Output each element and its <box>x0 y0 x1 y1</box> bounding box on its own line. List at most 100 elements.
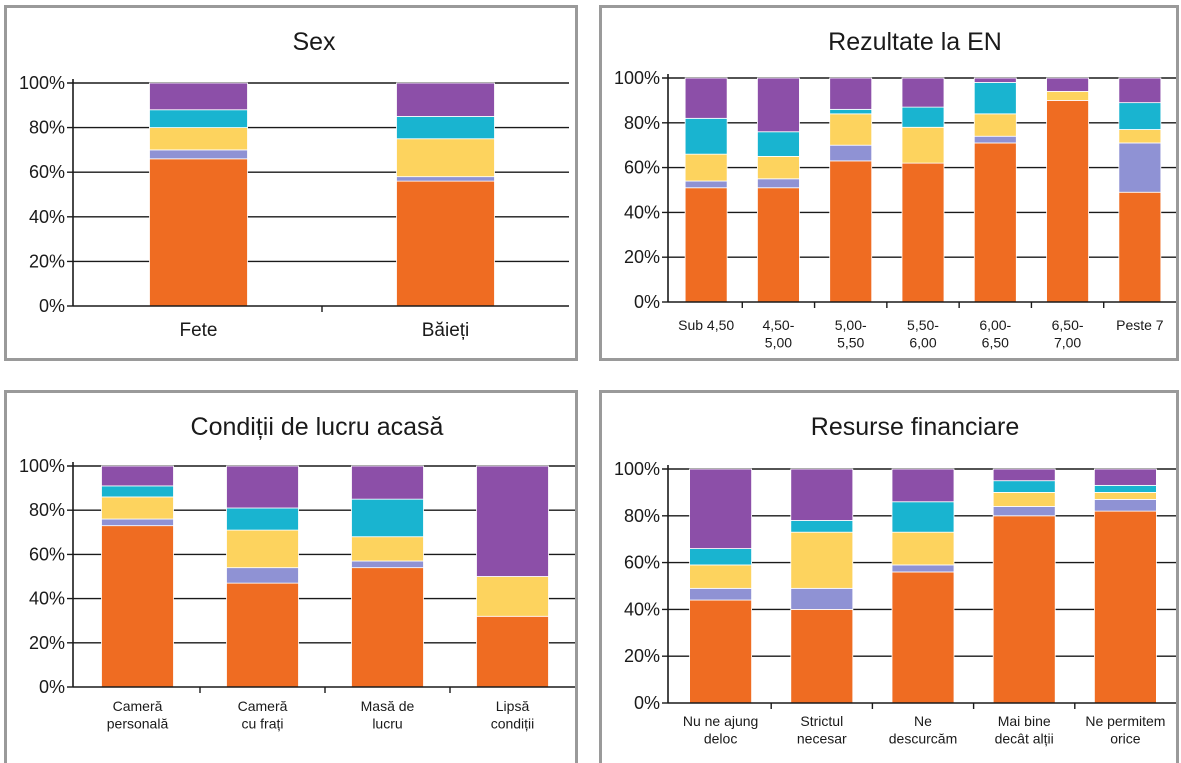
x-tick-label: Masă de lucru <box>361 698 415 732</box>
y-tick-label: 0% <box>39 677 65 697</box>
bar-segment <box>396 82 495 117</box>
bar-segment <box>396 138 495 178</box>
y-tick-label: 20% <box>624 247 660 267</box>
bar-segment <box>684 187 728 303</box>
chart-title: Resurse financiare <box>811 413 1019 441</box>
bar-segment <box>829 113 873 146</box>
bar-segment <box>891 501 955 533</box>
bar-segment <box>476 615 549 688</box>
bar-segment <box>101 465 174 487</box>
bar-segment <box>829 160 873 303</box>
bar-segment <box>101 518 174 527</box>
bar-segment <box>684 180 728 189</box>
bar-segment <box>689 548 752 566</box>
bar-segment <box>829 77 873 110</box>
x-tick-label: 6,00-6,50 <box>979 317 1011 351</box>
x-tick-label: 5,50-6,00 <box>907 317 939 351</box>
bar-segment <box>973 113 1017 137</box>
bar-segment <box>226 582 299 688</box>
bar-segment <box>1093 468 1157 486</box>
bar-segment <box>1046 100 1089 303</box>
bar-segment <box>351 536 424 562</box>
bar-segment <box>396 116 495 140</box>
bar-segment <box>689 564 752 589</box>
y-tick-label: 40% <box>624 599 660 619</box>
bar-segment <box>901 162 945 303</box>
bar-segment <box>790 531 854 589</box>
bar-segment <box>149 158 248 307</box>
x-tick-label: 5,00-5,50 <box>835 317 867 351</box>
chart-title: Sex <box>292 28 336 56</box>
bar-segment <box>1118 129 1162 144</box>
y-tick-label: 80% <box>624 506 660 526</box>
bar-segment <box>351 498 424 538</box>
bar-segment <box>1118 191 1162 303</box>
chart-sex: Sex 0% 20% 40% 60% 80% 100% Fete Băieți <box>19 28 569 341</box>
bar-segment <box>992 468 1056 482</box>
bar-segment <box>689 587 752 601</box>
bar-segment <box>757 178 800 189</box>
bar-segment <box>101 525 174 688</box>
bar-segment <box>901 77 945 108</box>
bar-segment <box>684 153 728 182</box>
bar-segment <box>149 109 248 129</box>
bar-segment <box>149 127 248 151</box>
bar-segment <box>476 465 549 577</box>
x-tick-label: 6,50-7,00 <box>1052 317 1084 351</box>
x-tick-label: 4,50-5,00 <box>762 317 794 351</box>
bar-segment <box>1118 102 1162 130</box>
y-tick-label: 20% <box>29 251 65 271</box>
bar-segment <box>351 567 424 688</box>
y-tick-label: 80% <box>624 113 660 133</box>
x-tick-label: Peste 7 <box>1116 317 1164 333</box>
y-tick-label: 60% <box>29 544 65 564</box>
bar-segment <box>351 465 424 500</box>
bar-segment <box>101 485 174 498</box>
bar-segment <box>901 106 945 128</box>
chart-panel-rezultate-en: Rezultate la EN 0% 20% 40% 60% 80% 100% Sub 4,5… <box>599 5 1179 361</box>
bar-segment <box>757 77 800 133</box>
chart-panel-sex: Sex 0% 20% 40% 60% 80% 100% Fete Băieți <box>4 5 578 361</box>
bar-segment <box>757 187 800 303</box>
bar-segment <box>829 144 873 162</box>
x-tick-label: Nu ne ajung deloc <box>683 713 759 747</box>
x-tick-label: Ne descurcăm <box>889 713 957 747</box>
bar-segment <box>891 564 955 573</box>
bar-segment <box>226 465 299 509</box>
chart-conditii-lucru: Condiții de lucru acasă 0% 20% 40% 60% 80% 100… <box>19 413 575 732</box>
bar-segment <box>992 515 1056 704</box>
x-tick-label: Ne permitem orice <box>1085 713 1165 747</box>
chart-panel-resurse-financiare: Resurse financiare 0% 20% 40% 60% 80% 100% Nu n… <box>599 390 1179 763</box>
bar-segment <box>1093 510 1157 704</box>
y-tick-label: 80% <box>29 118 65 138</box>
bar-segment <box>891 531 955 566</box>
y-tick-label: 60% <box>29 162 65 182</box>
bar-segment <box>1093 492 1157 500</box>
bar-segment <box>226 529 299 569</box>
bar-segment <box>757 131 800 157</box>
bar-segment <box>973 82 1017 115</box>
bar-segment <box>891 468 955 503</box>
bar-segment <box>226 507 299 531</box>
y-tick-label: 20% <box>29 633 65 653</box>
bar-segment <box>689 468 752 549</box>
y-tick-label: 0% <box>634 693 660 713</box>
bar-segment <box>1118 142 1162 193</box>
x-tick-label: Mai bine decât alții <box>995 713 1054 747</box>
bar-segment <box>351 560 424 569</box>
bar-segment <box>396 180 495 307</box>
bar-segment <box>992 480 1056 493</box>
bar-segment <box>973 135 1017 144</box>
y-tick-label: 100% <box>19 73 65 93</box>
bar-segment <box>476 576 549 617</box>
chart-panel-conditii-lucru: Condiții de lucru acasă 0% 20% 40% 60% 80% 100… <box>4 390 578 763</box>
bar-segment <box>790 468 854 521</box>
bar-segment <box>689 599 752 704</box>
bar-segment <box>396 176 495 182</box>
x-tick-label: Strictul necesar <box>797 713 847 747</box>
y-tick-label: 40% <box>29 207 65 227</box>
bar-segment <box>226 567 299 584</box>
bar-segment <box>790 520 854 533</box>
y-tick-label: 40% <box>624 202 660 222</box>
bar-segment <box>973 142 1017 303</box>
